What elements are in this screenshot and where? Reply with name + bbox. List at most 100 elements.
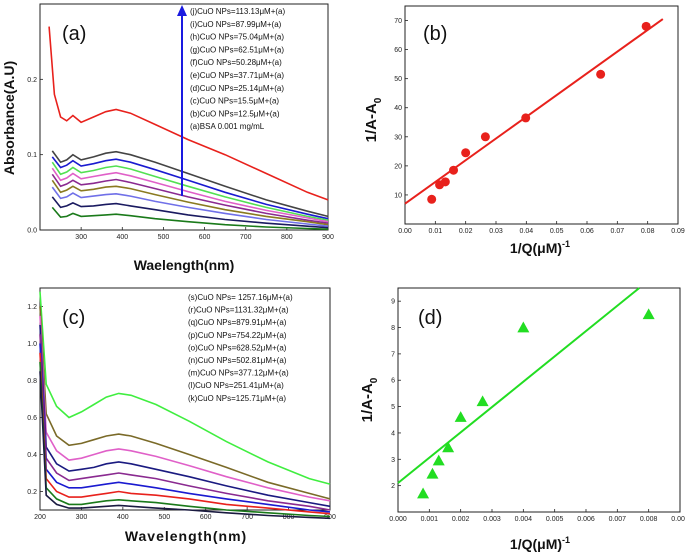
panel-c-x-tick-label: 500: [158, 514, 170, 521]
panel-d-data-point: [417, 487, 430, 499]
panel-d-y-tick-label: 6: [391, 378, 395, 385]
panel-c-series-n: [39, 343, 331, 513]
panel-a-legend-entry: (d)CuO NPs=25.14μM+(a): [190, 84, 284, 93]
panel-c-legend-entry: (q)CuO NPs=879.91μM+(a): [188, 318, 287, 327]
panel-d-x-tick-label: 0.000: [389, 516, 407, 523]
panel-b-label: (b): [423, 23, 447, 45]
panel-d-ylabel: 1/A-A0: [359, 377, 380, 422]
panel-b-fit-line: [404, 18, 664, 205]
panel-c-x-tick-label: 300: [76, 514, 88, 521]
panel-c-series-m: [39, 352, 331, 515]
panel-d-x-tick-label: 0.008: [640, 516, 658, 523]
panel-c-series-r: [39, 306, 331, 500]
panel-b-x-tick-label: 0.00: [398, 228, 412, 235]
panel-a-legend-entry: (i)CuO NPs=87.99μM+(a): [190, 20, 282, 29]
panel-d-x-tick-label: 0.003: [483, 516, 501, 523]
panel-b-x-tick-label: 0.05: [550, 228, 564, 235]
panel-d-x-tick-label: 0.009: [671, 516, 685, 523]
panel-b-data-point: [461, 148, 471, 158]
panel-b-data-point: [427, 194, 437, 204]
panel-d-frame: [397, 287, 681, 513]
panel-a-legend-bg: [186, 5, 322, 137]
panel-c-series-s: [39, 291, 331, 485]
panel-b-data-point: [440, 177, 450, 187]
panel-d-x-tick-label: 0.005: [546, 516, 564, 523]
panel-a-legend-entry: (b)CuO NPs=12.5μM+(a): [190, 109, 280, 118]
panel-d-data-point: [476, 395, 489, 407]
panel-c-y-tick-label: 0.2: [27, 489, 37, 496]
panel-b-data-point: [596, 69, 606, 79]
panel-c-legend-entry: (m)CuO NPs=377.12μM+(a): [188, 369, 289, 378]
panel-a-legend-entry: (j)CuO NPs=113.13μM+(a): [190, 7, 285, 16]
panel-a-legend-entry: (c)CuO NPs=15.5μM+(a): [190, 97, 279, 106]
panel-c-series-l: [39, 361, 331, 518]
panel-b-data-point: [641, 21, 651, 31]
panel-b-x-tick-label: 0.02: [459, 228, 473, 235]
panel-a-x-tick-label: 600: [199, 234, 211, 241]
panel-a-series-i: [51, 150, 329, 218]
panel-a-y-tick-label: 0.2: [27, 77, 37, 84]
panel-b-x-tick-label: 0.03: [489, 228, 503, 235]
arrow-head-icon: [177, 5, 187, 16]
panel-a-series-h: [51, 156, 329, 220]
panel-a-x-tick-label: 800: [281, 234, 293, 241]
panel-b-x-tick-label: 0.09: [671, 228, 685, 235]
panel-b-x-tick-label: 0.04: [520, 228, 534, 235]
panel-c-series-p: [39, 324, 331, 508]
panel-c-y-tick-label: 1.2: [27, 304, 37, 311]
panel-d-y-tick-label: 4: [391, 430, 395, 437]
panel-b-y-tick-label: 40: [394, 105, 402, 112]
panel-b-plot: 0.00 0.01 0.02 0.03 0.04 0.05 0.06 0.07 0.08 0.09…: [363, 5, 685, 256]
panel-a-series-b: [51, 196, 329, 229]
panel-d-y-tick-label: 9: [391, 299, 395, 306]
panel-c-legend: (s)CuO NPs= 1257.16μM+(a) (r)CuO NPs=1131…: [184, 291, 324, 409]
panel-b-data-point: [480, 132, 490, 142]
panel-a-label: (a): [62, 23, 86, 45]
panel-a-frame: [39, 3, 329, 231]
panel-b-x-tick-label: 0.08: [641, 228, 655, 235]
panel-b-data-point: [449, 165, 459, 175]
panel-c-legend-entry: (k)CuO NPs=125.71μM+(a): [188, 394, 286, 403]
panel-d-y-tick-label: 5: [391, 404, 395, 411]
panel-c-y-tick-label: 0.4: [27, 452, 37, 459]
panel-d-data-point: [517, 321, 530, 333]
panel-d-x-tick-label: 0.006: [577, 516, 595, 523]
panel-a-series-e: [51, 173, 329, 224]
panel-d-x-tick-label: 0.001: [421, 516, 439, 523]
panel-d-data-point: [642, 308, 655, 320]
panel-c-legend-entry: (s)CuO NPs= 1257.16μM+(a): [188, 293, 293, 302]
panel-d-data-point: [426, 467, 439, 479]
panel-b-y-tick-label: 60: [394, 47, 402, 54]
panel-c-y-tick-label: 1.0: [27, 341, 37, 348]
panel-a-xlabel: Waelength(nm): [134, 257, 235, 273]
panel-c-legend-entry: (l)CuO NPs=251.41μM+(a): [188, 381, 284, 390]
panel-c-absorbance-spectra: 200 300 400 500 600 700 800 900 0.2 0.4 0.6 0.8 1.0 1…: [27, 287, 336, 544]
panel-b-ylabel: 1/A-A0: [363, 97, 384, 142]
panel-d-x-tick-label: 0.007: [609, 516, 627, 523]
panel-c-x-tick-label: 700: [241, 514, 253, 521]
panel-a-series-j: [48, 26, 329, 201]
panel-c-x-tick-label: 900: [324, 514, 336, 521]
panel-c-xlabel: Wavelength(nm): [125, 528, 247, 544]
panel-a-series-g: [51, 161, 329, 221]
panel-a-legend-entry: (f)CuO NPs=50.28μM+(a): [190, 58, 282, 67]
panel-c-y-tick-label: 0.6: [27, 415, 37, 422]
panel-d-data-point: [432, 454, 445, 466]
panel-c-label: (c): [62, 307, 85, 329]
panel-a-x-tick-label: 300: [75, 234, 87, 241]
panel-d-y-tick-label: 7: [391, 351, 395, 358]
panel-c-x-tick-label: 800: [283, 514, 295, 521]
panel-a-legend-entry: (g)CuO NPs=62.51μM+(a): [190, 45, 284, 54]
panel-d-label: (d): [418, 307, 442, 329]
panel-c-legend-entry: (o)CuO NPs=628.52μM+(a): [188, 343, 287, 352]
panel-c-series-q: [39, 315, 331, 502]
panel-b-y-tick-label: 50: [394, 76, 402, 83]
panel-c-series-o: [39, 334, 331, 511]
panel-b-frame: [404, 5, 679, 225]
panel-d-xlabel: 1/Q(μM)-1: [510, 535, 570, 552]
panel-b-x-tick-label: 0.01: [429, 228, 443, 235]
panel-d-y-tick-label: 8: [391, 325, 395, 332]
panel-d-data-point: [442, 441, 455, 453]
panel-d-x-tick-label: 0.004: [515, 516, 533, 523]
